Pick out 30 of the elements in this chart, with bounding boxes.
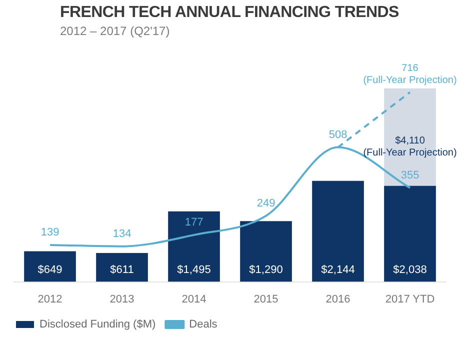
bar — [168, 211, 220, 282]
x-tick-label: 2016 — [326, 293, 350, 306]
data-label: $649 — [38, 264, 62, 276]
data-label: $1,290 — [249, 264, 283, 276]
chart-subtitle: 2012 – 2017 (Q2'17) — [60, 24, 171, 38]
x-tick-label: 2013 — [110, 293, 134, 306]
data-label: 177 — [184, 216, 204, 228]
data-label: 355 — [400, 169, 420, 182]
bar — [384, 186, 436, 282]
x-tick-label: 2017 YTD — [385, 293, 435, 306]
bar — [96, 253, 148, 282]
bar — [24, 251, 76, 282]
data-label: 139 — [40, 226, 60, 239]
x-tick-label: 2015 — [254, 293, 278, 306]
data-label: 508 — [328, 128, 348, 141]
data-label: 716 (Full-Year Projection) — [363, 62, 457, 86]
data-label: $2,038 — [393, 264, 427, 276]
legend-label: Deals — [189, 318, 218, 331]
data-label: $2,144 — [321, 264, 355, 276]
data-label: $611 — [110, 264, 134, 276]
x-tick-label: 2012 — [38, 293, 62, 306]
data-label: $1,495 — [177, 264, 211, 276]
bar — [312, 180, 364, 282]
bar — [240, 221, 292, 282]
data-label: 249 — [256, 197, 276, 210]
data-label: 134 — [112, 228, 132, 240]
x-tick-label: 2014 — [182, 293, 206, 306]
chart-title: FRENCH TECH ANNUAL FINANCING TRENDS — [60, 4, 399, 22]
data-label: $4,110 (Full-Year Projection) — [363, 135, 457, 158]
legend-label: Disclosed Funding ($M) — [40, 318, 156, 331]
